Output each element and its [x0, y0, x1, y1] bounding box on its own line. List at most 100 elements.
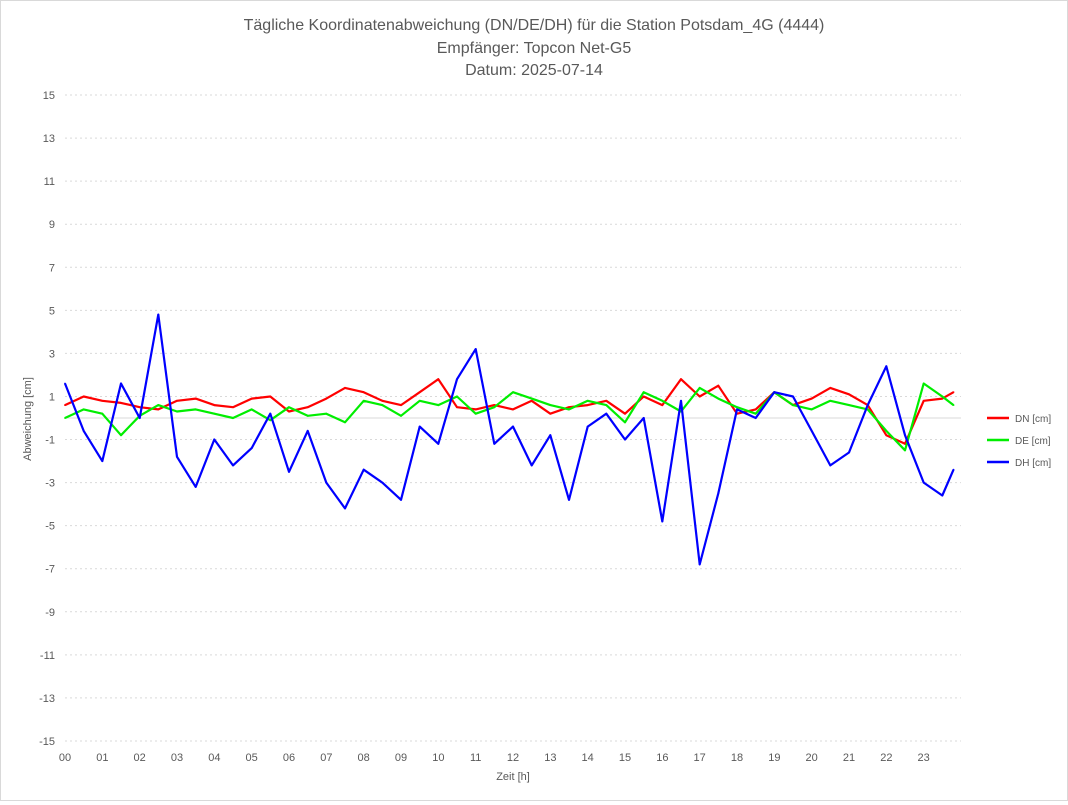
data-point	[306, 430, 309, 432]
data-point	[250, 447, 253, 450]
series-line	[64, 378, 955, 445]
data-point	[64, 404, 66, 406]
x-tick-labels: 00 01 02 03 04 05 06 07 08 09 10 11 12 13 14 15 16 17 18 19…	[59, 752, 930, 764]
data-point	[754, 412, 757, 415]
data-point	[250, 408, 253, 411]
data-point	[344, 421, 346, 424]
y-tick-label: 7	[49, 262, 55, 274]
data-point	[717, 492, 720, 495]
x-tick-label: 00	[59, 752, 71, 764]
data-point	[698, 563, 701, 566]
series-0	[64, 378, 955, 445]
series-2	[63, 313, 955, 566]
data-point	[306, 406, 309, 409]
data-point	[250, 397, 253, 400]
data-point	[232, 406, 234, 409]
y-tick-label: 3	[49, 348, 55, 360]
x-tick-label: 16	[656, 752, 668, 764]
data-point	[810, 408, 813, 411]
data-point	[362, 399, 365, 402]
data-point	[456, 395, 458, 398]
data-point	[120, 382, 122, 385]
data-point	[549, 412, 552, 415]
data-point	[754, 408, 757, 411]
x-tick-label: 19	[768, 752, 780, 764]
data-point	[456, 378, 458, 381]
data-point	[325, 397, 328, 400]
data-point	[605, 412, 608, 415]
y-tick-label: 13	[43, 133, 55, 145]
x-tick-label: 20	[806, 752, 818, 764]
data-point	[138, 406, 141, 409]
data-point	[101, 412, 104, 415]
data-point	[138, 417, 141, 419]
data-point	[418, 399, 421, 402]
data-point	[549, 404, 552, 406]
data-point	[194, 397, 197, 400]
data-point	[288, 410, 290, 413]
data-point	[549, 434, 552, 437]
data-point	[157, 404, 160, 406]
data-point	[904, 449, 906, 452]
data-point	[885, 430, 888, 432]
data-point	[400, 414, 402, 417]
data-point	[661, 399, 664, 402]
data-point	[904, 442, 906, 445]
data-point	[698, 395, 701, 398]
x-tick-label: 12	[507, 752, 519, 764]
data-point	[810, 397, 813, 400]
data-point	[381, 399, 384, 402]
data-point	[605, 404, 608, 406]
data-point	[325, 481, 328, 484]
data-point	[157, 408, 160, 411]
data-point	[792, 395, 794, 398]
x-tick-label: 05	[246, 752, 258, 764]
data-point	[717, 384, 720, 387]
data-point	[866, 404, 869, 406]
data-point	[568, 408, 570, 411]
data-point	[101, 460, 104, 462]
x-tick-label: 07	[320, 752, 332, 764]
x-tick-label: 03	[171, 752, 183, 764]
data-point	[642, 417, 645, 419]
data-point	[568, 498, 570, 501]
legend-item: DH [cm]	[987, 458, 1051, 469]
data-point	[381, 481, 384, 484]
legend-label: DH [cm]	[1015, 458, 1051, 469]
data-point	[64, 382, 66, 385]
data-point	[922, 399, 925, 402]
data-point	[773, 391, 776, 394]
legend-item: DN [cm]	[987, 414, 1051, 425]
data-point	[400, 404, 402, 406]
data-point	[848, 404, 850, 406]
data-point	[82, 408, 85, 411]
data-point	[829, 464, 832, 467]
data-point	[661, 520, 664, 523]
chart-title: Tägliche Koordinatenabweichung (DN/DE/DH…	[244, 17, 825, 34]
data-point	[213, 412, 216, 415]
data-point	[493, 442, 496, 445]
data-point	[922, 382, 925, 385]
data-point	[288, 406, 290, 409]
data-point	[474, 348, 477, 350]
x-tick-label: 22	[880, 752, 892, 764]
data-point	[269, 419, 272, 422]
y-tick-label: 1	[49, 391, 55, 403]
y-tick-label: 11	[44, 176, 55, 188]
data-point	[101, 399, 104, 402]
data-point	[885, 434, 888, 437]
x-tick-label: 08	[358, 752, 370, 764]
data-point	[400, 498, 402, 501]
data-point	[176, 455, 178, 458]
data-point	[624, 421, 626, 424]
data-point	[213, 438, 216, 441]
data-point	[120, 434, 122, 437]
data-point	[288, 470, 290, 473]
data-point	[269, 395, 272, 398]
data-point	[64, 417, 66, 419]
data-point	[344, 386, 346, 389]
data-point	[661, 404, 664, 406]
data-point	[381, 404, 384, 406]
